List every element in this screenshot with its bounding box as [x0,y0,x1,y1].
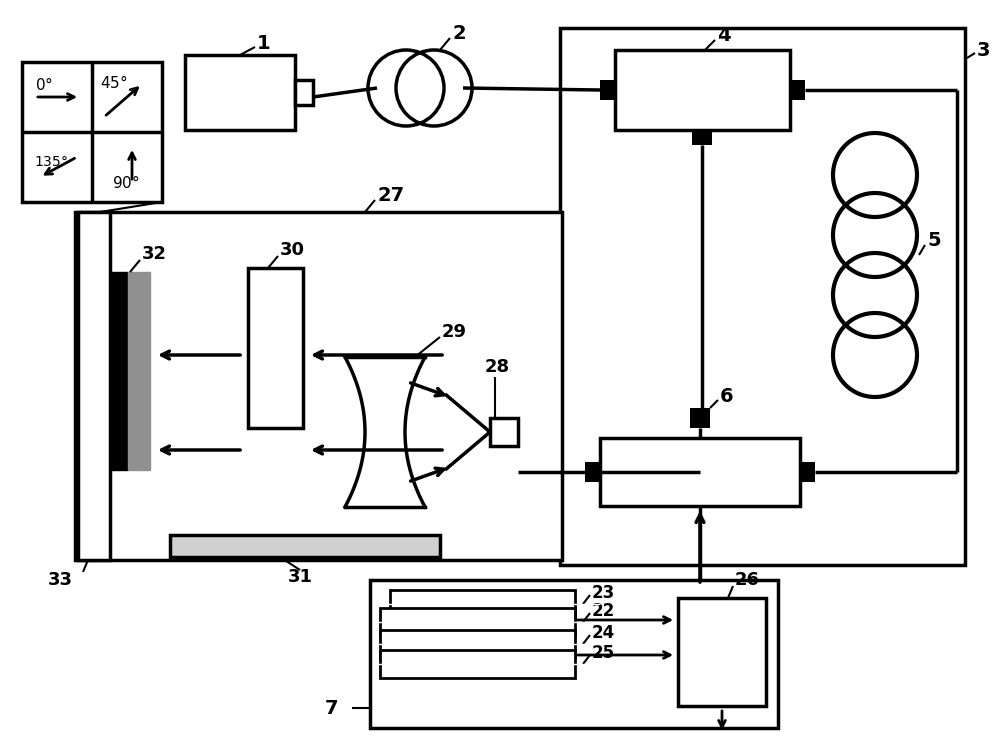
Text: 1: 1 [257,33,271,53]
Bar [790,80,805,100]
Text: 22: 22 [592,602,615,620]
Bar [75,212,562,560]
Bar [185,55,295,130]
Bar [600,80,615,100]
Bar [380,608,575,636]
Text: 4: 4 [717,25,731,45]
Bar [370,580,778,728]
Bar [615,50,790,130]
Text: 2: 2 [452,24,466,42]
Text: 7: 7 [325,699,338,717]
Bar [560,28,965,565]
Bar [170,535,440,557]
Text: 30: 30 [280,241,305,259]
Text: 32: 32 [142,245,167,263]
Text: 5: 5 [927,231,941,249]
Bar [600,80,615,100]
Text: 27: 27 [377,185,404,205]
Text: 29: 29 [442,323,467,341]
Bar [690,408,710,428]
Text: $90°$: $90°$ [112,173,140,190]
Bar [390,590,575,618]
Text: 26: 26 [735,571,760,589]
Text: 3: 3 [977,40,990,60]
Text: $45°$: $45°$ [100,74,128,91]
Bar [128,272,150,470]
Text: 25: 25 [592,644,615,662]
Bar [380,650,575,678]
Bar [678,598,766,706]
Text: $135°$: $135°$ [34,155,68,169]
Bar [585,462,600,482]
Bar [78,212,110,560]
Bar [692,130,712,145]
Bar [600,438,800,506]
Text: 33: 33 [48,571,73,589]
Bar [110,272,128,470]
Bar [800,462,815,482]
Text: 24: 24 [592,624,615,642]
Bar [380,630,575,658]
Bar [490,418,518,446]
Text: 31: 31 [288,568,313,586]
Text: 23: 23 [592,584,615,602]
Text: 28: 28 [485,358,510,376]
Text: $0°$: $0°$ [35,75,53,92]
Text: 6: 6 [720,386,734,405]
Bar [22,62,162,202]
Bar [295,80,313,105]
Polygon shape [345,357,425,507]
Bar [248,268,303,428]
